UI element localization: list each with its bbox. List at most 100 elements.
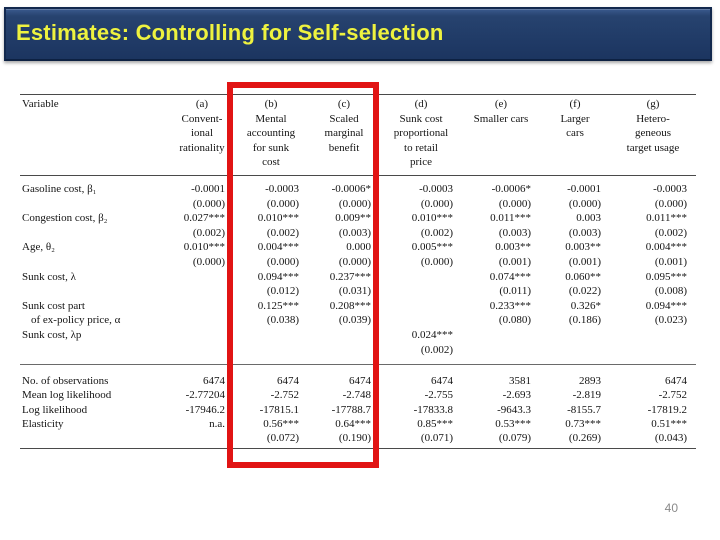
stats-label: Mean log likelihood [22, 389, 112, 402]
estimate-cell: 0.125*** [257, 299, 299, 312]
stats-row: No. of observations 6474 6474 6474 6474 3581 2… [20, 365, 696, 389]
title-bar: Estimates: Controlling for Self-selectio… [4, 7, 712, 61]
highlight-box [227, 82, 379, 468]
stderr-cell: (0.003) [498, 226, 531, 239]
estimate-cell: 0.009** [335, 212, 371, 225]
estimate-cell: 0.326* [570, 299, 601, 312]
estimate-cell: 0.003** [565, 241, 601, 254]
estimate-cell: 0.233*** [489, 299, 531, 312]
stderr-cell: (0.002) [420, 343, 453, 356]
coef-row: Sunk cost, λp 0.024*** [20, 328, 696, 343]
stderr-cell: (0.002) [192, 226, 225, 239]
stderr-cell: (0.000) [192, 255, 225, 268]
estimate-cell: 0.027*** [183, 212, 225, 225]
stats-cell: 6474 [431, 375, 453, 388]
results-table-container: Variable (a) Convent-ional rationality (b) Me… [20, 94, 698, 449]
stats-cell: -2.819 [572, 389, 601, 402]
stderr-row: (0.000) (0.000) (0.000) (0.000) (0.001) (0.00… [20, 255, 696, 270]
row-label: Sunk cost, λ [22, 270, 76, 283]
stats-label: Elasticity [22, 417, 64, 430]
stats-cell: 0.73*** [565, 417, 601, 430]
stats-row: Log likelihood -17946.2 -17815.1 -17788.7 -1… [20, 403, 696, 417]
page-number: 40 [664, 501, 678, 515]
stats-cell: n.a. [209, 417, 225, 430]
stderr-cell: (0.000) [338, 255, 371, 268]
estimate-cell [540, 328, 610, 343]
stderr-cell: (0.000) [420, 197, 453, 210]
estimate-cell: -0.0003 [653, 182, 687, 195]
row-label: Age, θ₂ [22, 241, 55, 254]
row-label-cont [20, 284, 170, 299]
estimate-cell [380, 270, 462, 285]
stderr-cell [380, 284, 462, 299]
estimate-cell: 0.024*** [411, 328, 453, 341]
row-label-cont [20, 255, 170, 270]
stats-cell: (0.072) [234, 431, 308, 449]
estimate-cell: 0.010*** [257, 212, 299, 225]
stderr-cell: (0.022) [568, 285, 601, 298]
column-header-g: (g) Hetero-geneous target usage [610, 94, 696, 176]
stderr-cell [610, 343, 696, 358]
stderr-cell: (0.000) [338, 197, 371, 210]
stats-cell: 0.64*** [335, 417, 371, 430]
stats-cell: -2.748 [342, 389, 371, 402]
coef-row: Sunk cost, λ 0.094*** 0.237*** 0.074*** 0.06… [20, 270, 696, 285]
stats-cell [170, 431, 234, 449]
stderr-cell: (0.023) [654, 314, 687, 327]
stats-cell: 6474 [277, 375, 299, 388]
stderr-cell [170, 343, 234, 358]
stderr-cell: (0.012) [266, 285, 299, 298]
stats-cell: 6474 [349, 375, 371, 388]
stats-cell: (0.269) [540, 431, 610, 449]
stderr-cell: (0.008) [654, 285, 687, 298]
estimate-cell: 0.000 [346, 241, 371, 254]
estimate-cell [610, 328, 696, 343]
stats-cell: -17819.2 [647, 403, 687, 416]
column-header-e: (e) Smaller cars [462, 94, 540, 176]
stderr-cell: (0.003) [338, 226, 371, 239]
coef-row: Gasoline cost, β₁ -0.0001 -0.0003 -0.0006* -… [20, 175, 696, 196]
estimate-cell: 0.237*** [329, 270, 371, 283]
stats-cell: (0.071) [380, 431, 462, 449]
estimate-cell: 0.003 [576, 212, 601, 225]
stderr-cell: (0.000) [420, 255, 453, 268]
stats-cell: 0.85*** [417, 417, 453, 430]
column-header-d: (d) Sunk cost proportional to retail price [380, 94, 462, 176]
stderr-cell: (0.001) [498, 255, 531, 268]
stderr-cell: (0.000) [266, 255, 299, 268]
estimate-cell: 0.010*** [411, 212, 453, 225]
column-header-c: (c) Scaled marginal benefit [308, 94, 380, 176]
stats-cell: -17815.1 [259, 403, 299, 416]
row-label: Gasoline cost, β₁ [22, 182, 97, 195]
stats-cell: -2.77204 [185, 389, 225, 402]
coef-row: Age, θ₂ 0.010*** 0.004*** 0.000 0.005*** 0.00… [20, 240, 696, 255]
estimate-cell [380, 299, 462, 314]
stderr-cell: (0.001) [568, 255, 601, 268]
row-label-cont: of ex-policy price, α [31, 314, 121, 327]
header-row: Variable (a) Convent-ional rationality (b) Me… [20, 94, 696, 176]
estimate-cell [170, 270, 234, 285]
stderr-cell [380, 313, 462, 328]
coef-row: Congestion cost, β₂ 0.027*** 0.010*** 0.009… [20, 211, 696, 226]
stats-cell: -2.755 [424, 389, 453, 402]
estimate-cell: 0.004*** [645, 241, 687, 254]
stats-label [20, 431, 170, 449]
column-header-a: (a) Convent-ional rationality [170, 94, 234, 176]
stats-cell: (0.190) [308, 431, 380, 449]
estimate-cell: 0.094*** [257, 270, 299, 283]
stats-cell: (0.043) [610, 431, 696, 449]
stderr-row: (0.012) (0.031) (0.011) (0.022) (0.008) [20, 284, 696, 299]
estimate-cell: 0.004*** [257, 241, 299, 254]
stderr-cell [462, 343, 540, 358]
stderr-row: (0.002) (0.002) (0.003) (0.002) (0.003) (0.00… [20, 226, 696, 241]
stderr-cell: (0.000) [266, 197, 299, 210]
estimate-cell [170, 328, 234, 343]
column-header-variable: Variable [20, 94, 170, 176]
estimate-cell: 0.011*** [646, 212, 687, 225]
estimate-cell: 0.003** [495, 241, 531, 254]
stderr-cell: (0.011) [499, 285, 531, 298]
stats-cell: (0.079) [462, 431, 540, 449]
stderr-cell: (0.186) [568, 314, 601, 327]
stderr-cell: (0.031) [338, 285, 371, 298]
stderr-cell: (0.001) [654, 255, 687, 268]
